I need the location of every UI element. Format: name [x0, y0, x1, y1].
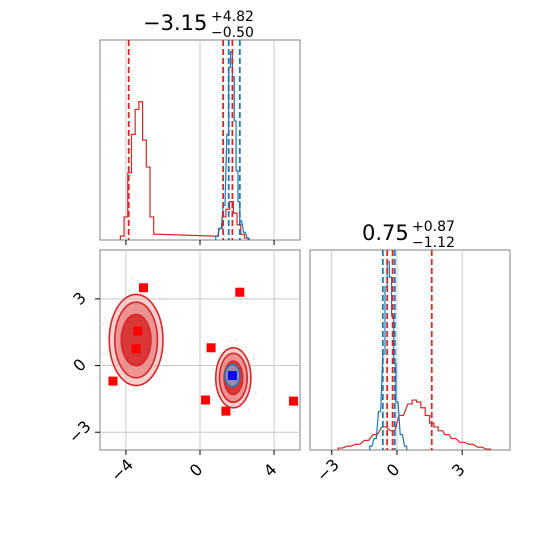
sample-point [101, 352, 104, 355]
red-square-marker [289, 396, 299, 406]
hist-series-red [337, 399, 492, 450]
sample-point [253, 375, 256, 377]
sample-point [227, 340, 230, 343]
x-tick-label: 0 [383, 460, 404, 481]
x-tick-label: 3 [448, 460, 469, 481]
sample-point [116, 389, 119, 392]
sample-point [253, 357, 255, 360]
red-square-marker [131, 344, 141, 354]
sample-point [101, 323, 104, 325]
hist-series-red [119, 101, 249, 240]
panel-bottom-right-frame [309, 249, 511, 451]
sample-point [233, 410, 236, 413]
sample-point [137, 279, 140, 281]
sample-point [153, 283, 155, 286]
title-param-2-value: 0.75 [362, 221, 409, 245]
title-param-2-plus: +0.87 [412, 219, 455, 235]
red-square-marker [206, 343, 216, 353]
y-tick-label: 3 [69, 288, 90, 309]
red-square-marker [235, 287, 245, 297]
sample-point [232, 410, 234, 413]
sample-point [235, 339, 237, 341]
y-tick-label: 0 [69, 355, 90, 376]
contour-level-red [120, 313, 152, 367]
x-tick-label: −3 [313, 455, 343, 485]
red-square-marker [133, 326, 143, 336]
sample-point [131, 277, 134, 279]
x-tick-label: −4 [107, 455, 137, 485]
panel-bottom-left: −4 0 4 −3 0 3 [65, 250, 300, 485]
x-tick-label: 0 [186, 460, 207, 481]
title-param-1-plus: +4.82 [211, 9, 254, 25]
blue-square-marker [227, 371, 237, 381]
sample-point [166, 365, 169, 368]
y-tick-label: −3 [65, 417, 95, 447]
sample-point [158, 299, 161, 301]
title-param-1: −3.15 +4.82 −0.50 [143, 9, 254, 41]
hist-series-blue [369, 261, 408, 450]
sample-point [131, 283, 133, 286]
red-square-marker [201, 395, 211, 405]
title-param-2: 0.75 +0.87 −1.12 [362, 219, 455, 251]
red-square-marker [108, 376, 118, 386]
red-square-marker [221, 406, 231, 416]
red-square-marker [139, 283, 149, 293]
sample-point [253, 354, 255, 357]
sample-point [255, 392, 257, 395]
title-param-1-value: −3.15 [143, 11, 207, 35]
hist-series-blue [215, 51, 250, 240]
title-param-2-minus: −1.12 [412, 235, 455, 251]
panel-top-left [119, 40, 275, 245]
sample-point [244, 346, 247, 349]
title-param-1-minus: −0.50 [211, 25, 254, 41]
x-tick-label: 4 [260, 460, 281, 481]
sample-point [247, 409, 250, 411]
sample-point [103, 317, 105, 319]
sample-point [107, 336, 109, 338]
